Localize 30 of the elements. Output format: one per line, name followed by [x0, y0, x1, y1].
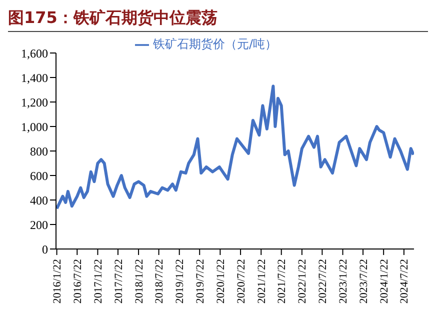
x-tick-label: 2022/7/22 [316, 259, 329, 304]
x-tick-label: 2017/1/22 [92, 259, 105, 304]
x-tick-label: 2022/1/22 [296, 259, 309, 304]
x-tick-label: 2018/7/22 [154, 259, 166, 304]
x-tick-label: 2016/1/22 [52, 259, 64, 304]
y-tick-label: 1,600 [21, 46, 48, 60]
x-tick-label: 2021/1/22 [256, 259, 268, 304]
y-tick-label: 200 [30, 218, 48, 232]
x-tick-label: 2020/7/22 [235, 259, 248, 304]
x-tick-label: 2018/1/22 [133, 259, 146, 304]
line-series [56, 84, 414, 210]
y-tick-label: 0 [42, 242, 48, 256]
y-tick-label: 1,000 [21, 120, 48, 134]
x-tick-label: 2019/1/22 [174, 259, 186, 304]
x-tick-label: 2020/1/22 [214, 259, 227, 304]
x-tick-label: 2016/7/22 [72, 259, 84, 304]
y-tick-label: 800 [30, 144, 48, 158]
x-tick-label: 2019/7/22 [194, 259, 206, 304]
x-tick-label: 2024/7/22 [398, 259, 411, 304]
y-tick-label: 1,400 [21, 70, 48, 85]
y-tick-label: 400 [30, 193, 48, 208]
x-tick-label: 2017/7/22 [112, 259, 125, 304]
legend-label: 铁矿石期货价（元/吨） [152, 37, 278, 51]
chart-title: 图175：铁矿石期货中位震荡 [8, 8, 428, 32]
y-tick-label: 1,200 [21, 95, 48, 110]
x-tick-label: 2023/1/22 [338, 259, 350, 304]
x-tick-label: 2024/1/22 [378, 259, 390, 304]
y-tick-label: 600 [30, 168, 48, 183]
x-tick-label: 2023/7/22 [358, 259, 370, 304]
x-tick-label: 2021/7/22 [276, 259, 288, 304]
